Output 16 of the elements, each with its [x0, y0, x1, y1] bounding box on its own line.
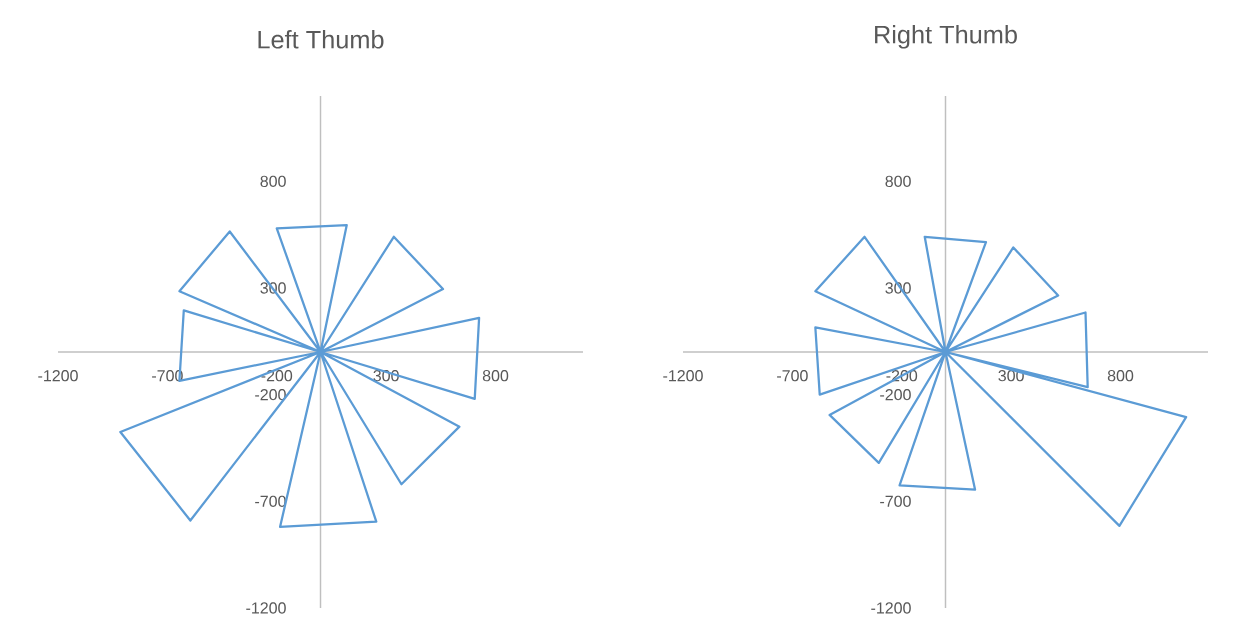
- y-tick-label: -1200: [246, 602, 286, 614]
- y-tick-label: -200: [255, 389, 286, 401]
- x-tick-label: 800: [1107, 370, 1134, 382]
- y-tick-label: 800: [260, 175, 286, 187]
- y-tick-label: -1200: [871, 602, 911, 614]
- y-tick-label: 800: [885, 175, 911, 187]
- x-tick-label: 800: [482, 370, 509, 382]
- line-series: [814, 235, 1188, 527]
- line-series: [119, 223, 481, 529]
- x-tick-label: -1200: [663, 370, 703, 382]
- chart-title: Left Thumb: [258, 30, 384, 49]
- y-tick-label: -700: [880, 495, 911, 507]
- x-tick-label: -1200: [38, 370, 78, 382]
- y-tick-label: -200: [880, 389, 911, 401]
- x-tick-label: -700: [777, 370, 808, 382]
- chart-title: Right Thumb: [875, 25, 1017, 49]
